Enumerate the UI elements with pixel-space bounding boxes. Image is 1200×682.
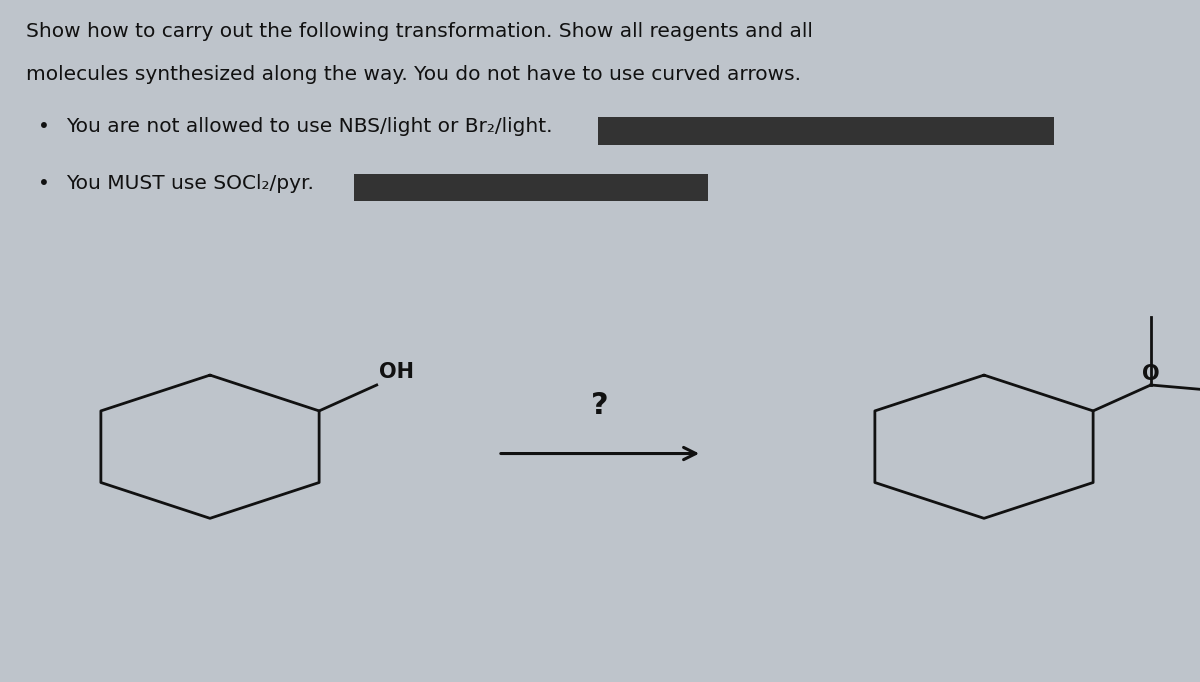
Text: Show how to carry out the following transformation. Show all reagents and all: Show how to carry out the following tran…: [26, 22, 814, 41]
Text: You are not allowed to use NBS/light or Br₂/light.: You are not allowed to use NBS/light or …: [66, 117, 552, 136]
Text: O: O: [1142, 364, 1159, 384]
Bar: [598, 117, 1054, 145]
Text: OH: OH: [379, 362, 414, 382]
Text: molecules synthesized along the way. You do not have to use curved arrows.: molecules synthesized along the way. You…: [26, 65, 802, 84]
Bar: [354, 174, 708, 201]
Text: •: •: [38, 174, 50, 193]
Text: You MUST use SOCl₂/pyr.: You MUST use SOCl₂/pyr.: [66, 174, 314, 193]
Text: ?: ?: [592, 391, 608, 420]
Text: •: •: [38, 117, 50, 136]
